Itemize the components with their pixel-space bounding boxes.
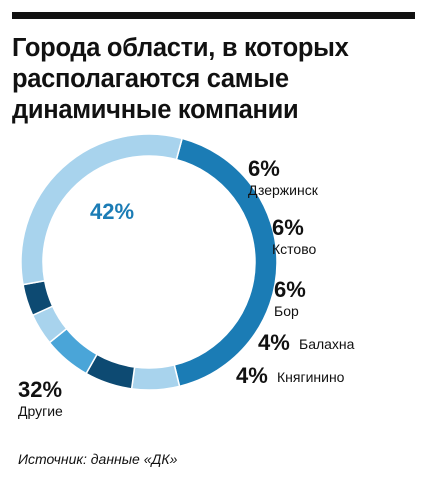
donut-slice-дзержинск xyxy=(130,364,181,391)
city-label-balakhna: Балахна xyxy=(299,336,355,352)
pct-label-dzerzhinsk: 6% xyxy=(248,156,280,181)
city-label-nizhny-novgorod-line1: Нижний xyxy=(88,228,140,244)
top-rule xyxy=(12,12,415,19)
city-label-nizhny-novgorod-line2: Новгород xyxy=(88,246,152,262)
title-line-2: располагаются самые xyxy=(12,65,289,93)
city-label-knyaginino: Княгинино xyxy=(277,369,345,385)
pct-label-nizhny-novgorod: 42% xyxy=(90,199,134,224)
city-label-kstovo: Кстово xyxy=(272,241,316,257)
pct-label-knyaginino: 4% xyxy=(236,363,268,388)
donut-slice-другие xyxy=(20,133,184,286)
chart-title: Города области, в которых располагаются … xyxy=(12,33,412,126)
pct-label-others: 32% xyxy=(18,377,62,402)
city-label-others: Другие xyxy=(18,403,63,419)
pct-label-balakhna: 4% xyxy=(258,330,290,355)
source-note: Источник: данные «ДК» xyxy=(18,451,178,467)
donut-slices xyxy=(20,133,278,391)
pct-label-kstovo: 6% xyxy=(272,215,304,240)
title-line-3: динамичные компании xyxy=(12,96,299,124)
city-label-dzerzhinsk: Дзержинск xyxy=(248,182,319,198)
city-label-bor: Бор xyxy=(274,303,299,319)
pct-label-bor: 6% xyxy=(274,277,306,302)
title-line-1: Города области, в которых xyxy=(12,34,349,62)
